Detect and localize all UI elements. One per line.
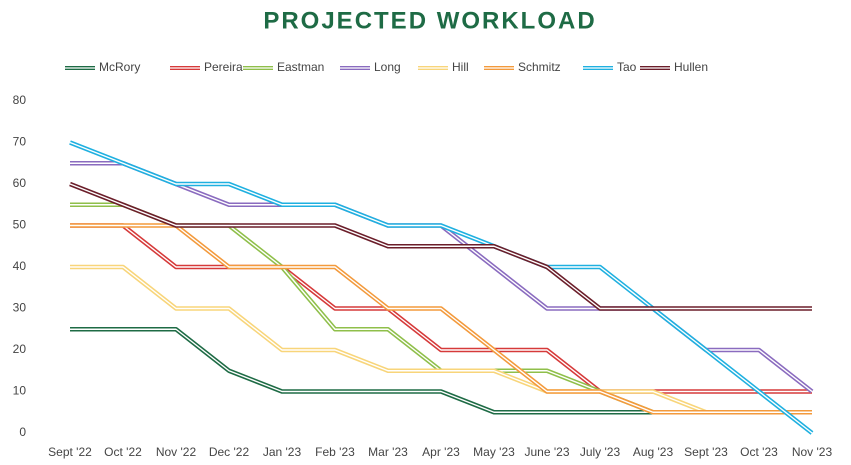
series-line bbox=[70, 223, 812, 415]
legend-label: Eastman bbox=[277, 60, 324, 74]
x-tick-label: Feb '23 bbox=[315, 445, 355, 459]
series-line-inner bbox=[70, 224, 812, 413]
x-tick-label: Oct '22 bbox=[104, 445, 142, 459]
x-tick-label: Sept '23 bbox=[684, 445, 728, 459]
y-tick-label: 0 bbox=[19, 425, 26, 439]
y-tick-label: 30 bbox=[13, 301, 27, 315]
series-line-inner bbox=[70, 266, 812, 413]
y-tick-label: 80 bbox=[13, 93, 27, 107]
x-tick-label: Sept '22 bbox=[48, 445, 92, 459]
series-line-inner bbox=[69, 183, 812, 310]
x-tick-label: Nov '23 bbox=[792, 445, 833, 459]
series-line bbox=[70, 161, 814, 394]
legend-label: McRory bbox=[99, 60, 140, 74]
x-tick-label: June '23 bbox=[525, 445, 570, 459]
x-tick-label: Jan '23 bbox=[263, 445, 302, 459]
y-tick-label: 10 bbox=[13, 384, 27, 398]
x-tick-label: Nov '22 bbox=[156, 445, 197, 459]
x-tick-label: May '23 bbox=[473, 445, 515, 459]
chart-title: PROJECTED WORKLOAD bbox=[263, 7, 596, 34]
y-tick-label: 70 bbox=[13, 135, 27, 149]
legend-label: Long bbox=[374, 60, 401, 74]
x-tick-label: Apr '23 bbox=[422, 445, 460, 459]
x-tick-label: Oct '23 bbox=[740, 445, 778, 459]
legend-label: Hill bbox=[452, 60, 469, 74]
legend-label: Hullen bbox=[674, 60, 708, 74]
series-line-inner bbox=[69, 141, 813, 434]
y-tick-label: 20 bbox=[13, 342, 27, 356]
series-line-inner bbox=[70, 224, 812, 393]
y-tick-label: 40 bbox=[13, 259, 27, 273]
legend-label: Schmitz bbox=[518, 60, 561, 74]
legend-label: Tao bbox=[617, 60, 637, 74]
x-tick-label: July '23 bbox=[580, 445, 621, 459]
series-line-inner bbox=[70, 162, 813, 393]
legend-label: Pereira bbox=[204, 60, 243, 74]
y-tick-label: 60 bbox=[13, 176, 27, 190]
y-tick-label: 50 bbox=[13, 218, 27, 232]
x-tick-label: Mar '23 bbox=[368, 445, 408, 459]
x-tick-label: Dec '22 bbox=[209, 445, 250, 459]
x-tick-label: Aug '23 bbox=[633, 445, 674, 459]
